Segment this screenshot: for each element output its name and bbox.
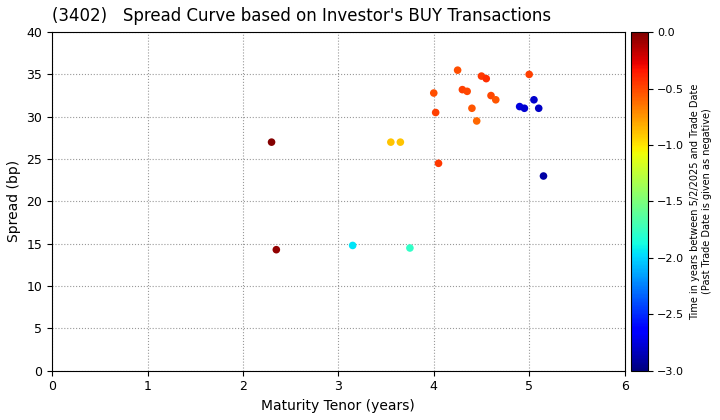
Point xyxy=(538,173,549,179)
Point xyxy=(347,242,359,249)
Point xyxy=(514,103,526,110)
Point xyxy=(462,88,473,94)
X-axis label: Maturity Tenor (years): Maturity Tenor (years) xyxy=(261,399,415,413)
Point xyxy=(523,71,535,78)
Point xyxy=(533,105,544,112)
Point xyxy=(430,109,441,116)
Point xyxy=(476,73,487,79)
Point xyxy=(471,118,482,124)
Point xyxy=(385,139,397,145)
Y-axis label: Spread (bp): Spread (bp) xyxy=(7,160,21,242)
Point xyxy=(485,92,497,99)
Point xyxy=(490,97,502,103)
Point xyxy=(271,246,282,253)
Point xyxy=(404,244,415,251)
Point xyxy=(266,139,277,145)
Point xyxy=(433,160,444,167)
Y-axis label: Time in years between 5/2/2025 and Trade Date
(Past Trade Date is given as negat: Time in years between 5/2/2025 and Trade… xyxy=(690,83,711,320)
Text: (3402)   Spread Curve based on Investor's BUY Transactions: (3402) Spread Curve based on Investor's … xyxy=(52,7,552,25)
Point xyxy=(480,75,492,82)
Point xyxy=(395,139,406,145)
Point xyxy=(518,105,530,112)
Point xyxy=(466,105,477,112)
Point xyxy=(452,67,464,74)
Point xyxy=(528,97,540,103)
Point xyxy=(428,89,439,96)
Point xyxy=(456,86,468,93)
